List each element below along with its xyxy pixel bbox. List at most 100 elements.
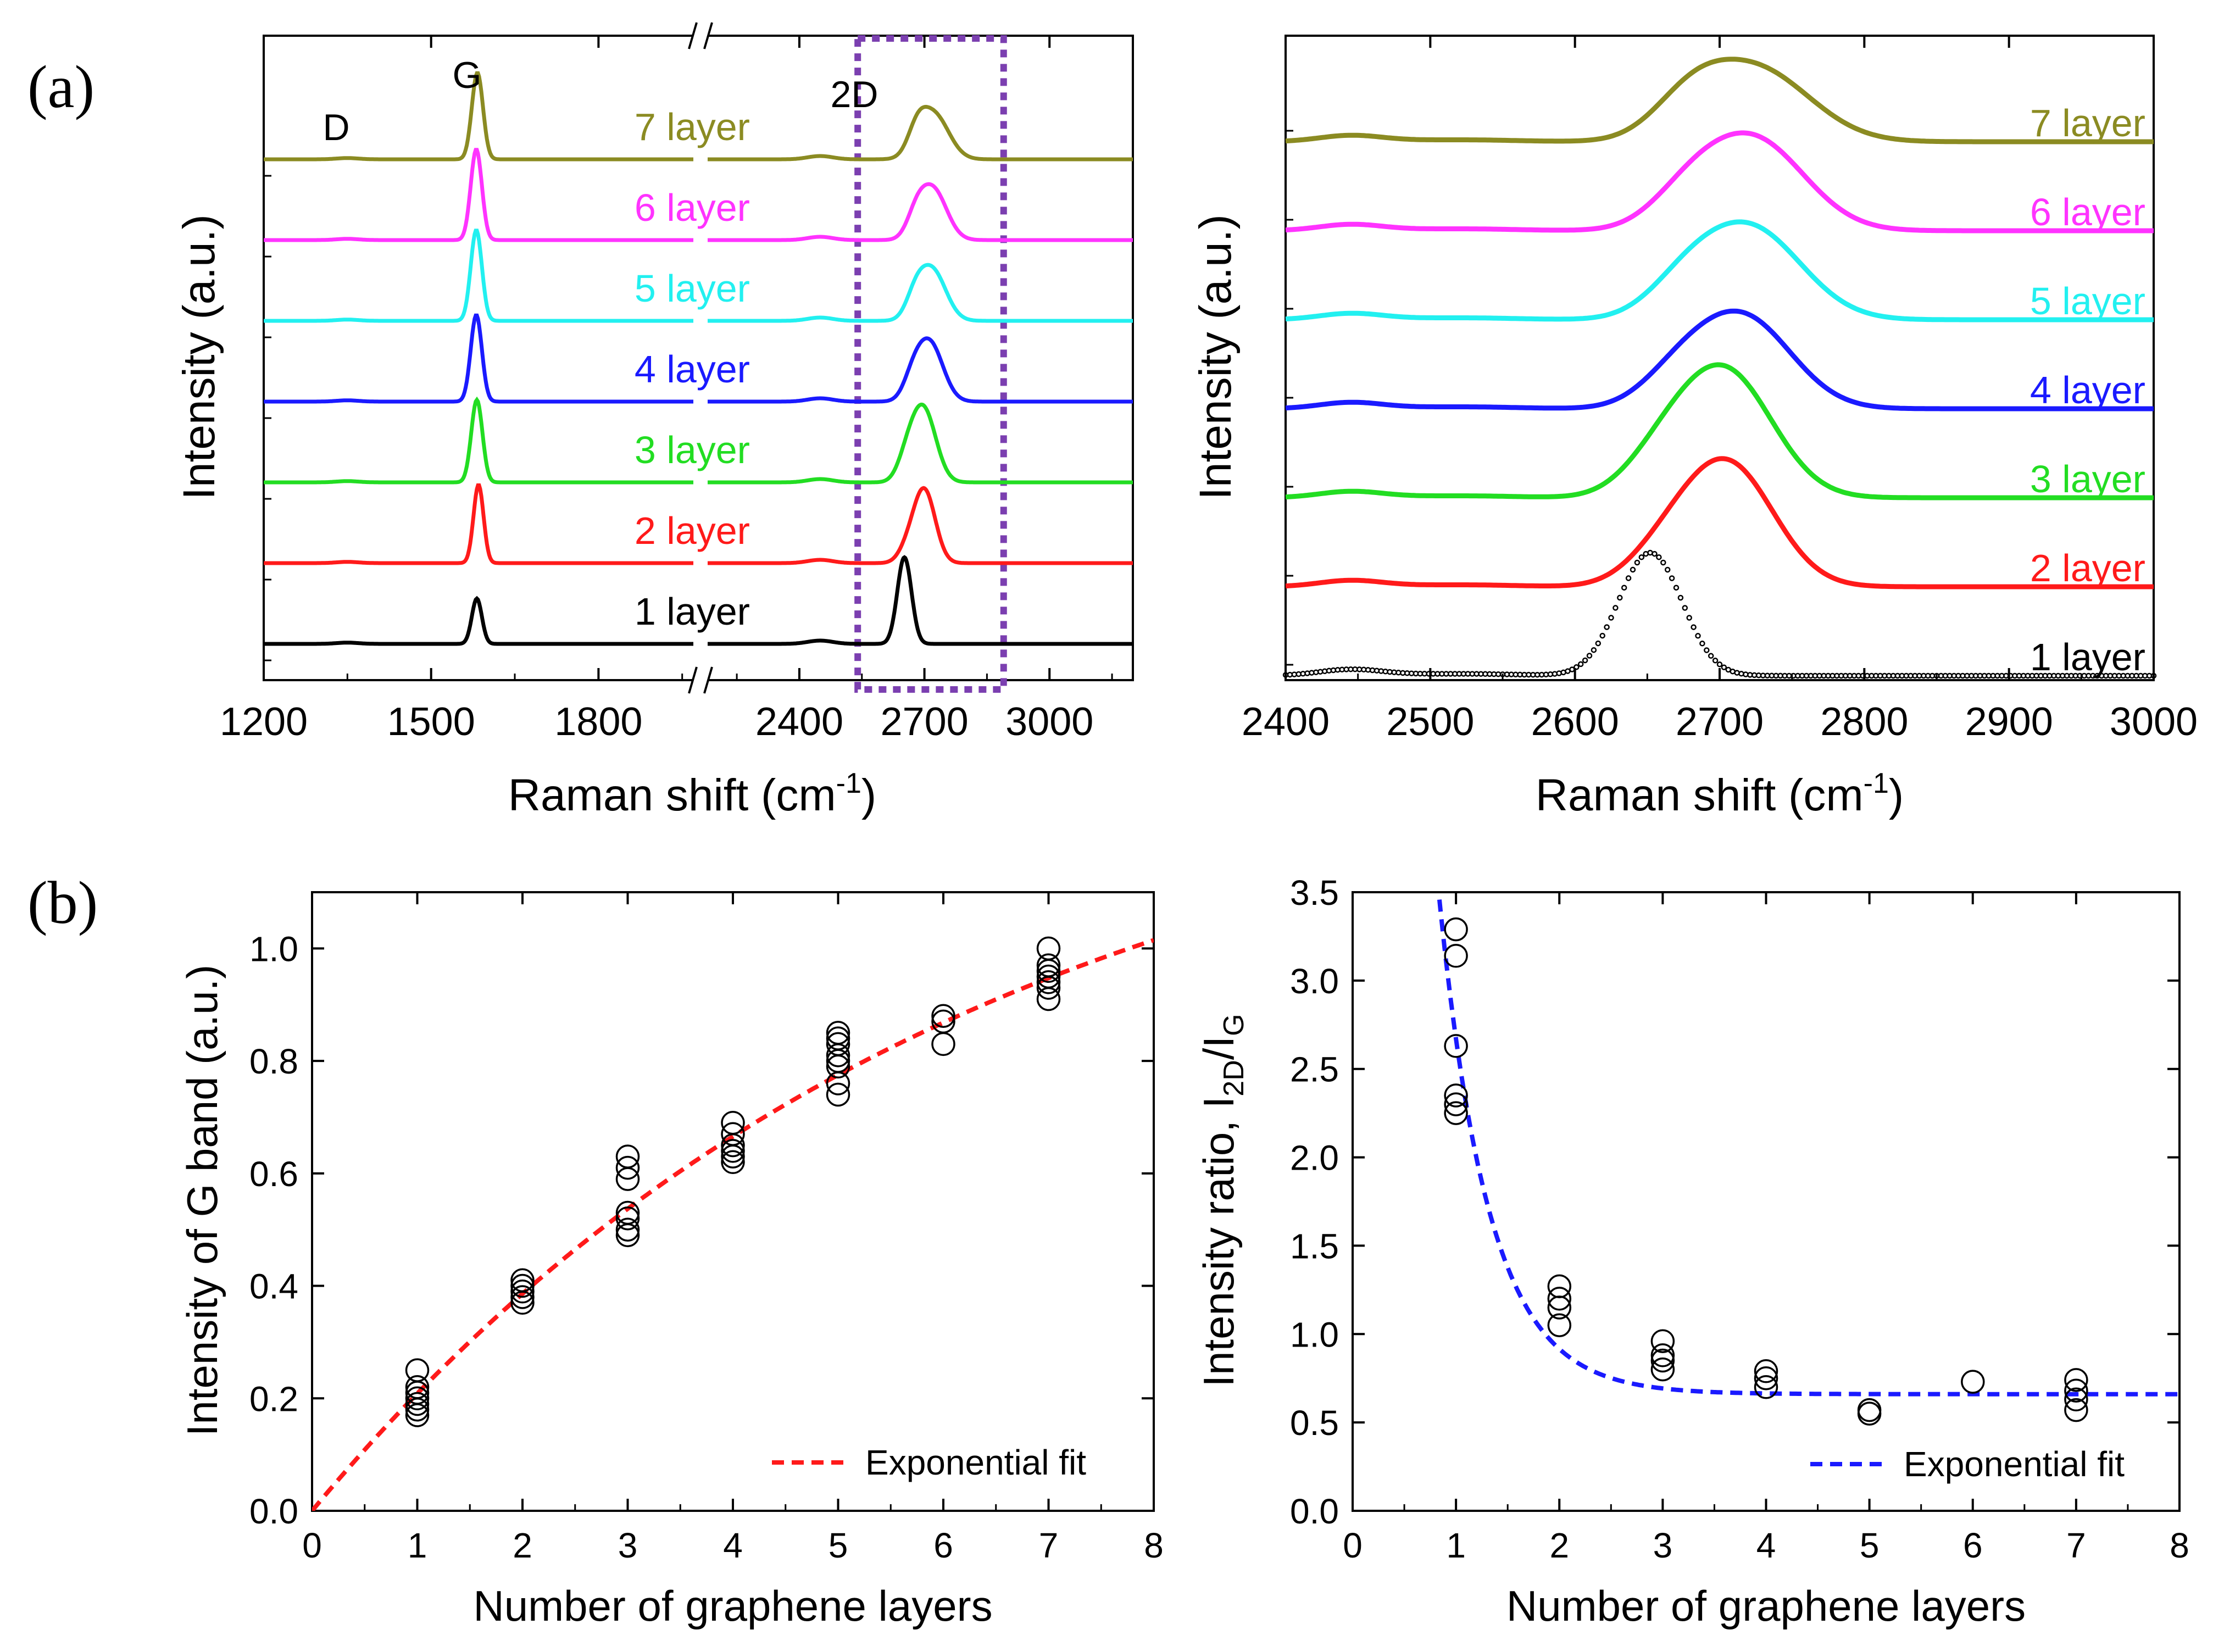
x-axis-label: Number of graphene layers [1506, 1582, 2026, 1630]
data-point [2064, 1387, 2088, 1412]
legend-label: Exponential fit [1904, 1444, 2125, 1484]
series-label-3-layer: 3 layer [2030, 458, 2145, 500]
data-point [1036, 936, 1061, 961]
data-point [931, 1009, 955, 1034]
spectrum-point-1-layer [1695, 633, 1701, 639]
spectrum-point-1-layer [1573, 664, 1580, 670]
data-point [1650, 1343, 1675, 1367]
data-point [1036, 970, 1061, 994]
data-point [826, 1082, 850, 1107]
y-tick-label: 2.5 [1290, 1050, 1339, 1089]
spectrum-line-2-layer [708, 486, 1133, 565]
peak-label-g: G [453, 54, 482, 96]
x-tick-label: 1200 [220, 700, 308, 744]
spectrum-line-3-layer [264, 396, 693, 485]
x-tick-label: 4 [723, 1526, 743, 1565]
spectrum-point-1-layer [1630, 566, 1636, 573]
data-point [2064, 1398, 2088, 1422]
break-slash [688, 22, 698, 49]
data-point [615, 1206, 640, 1231]
x-axis-label: Number of graphene layers [473, 1582, 992, 1630]
y-tick-label: 2.0 [1290, 1138, 1339, 1178]
y-tick-label: 3.5 [1290, 873, 1339, 913]
spectrum-line-5-layer [708, 263, 1133, 323]
spectrum-line-3-layer [708, 402, 1133, 485]
break-slash [703, 22, 713, 49]
x-tick-label: 2900 [1965, 700, 2053, 744]
x-tick-label: 4 [1756, 1526, 1776, 1565]
spectrum-point-1-layer [1699, 641, 1705, 647]
data-point [1547, 1274, 1572, 1299]
panel-b-right-intensity-ratio-plot: 0 1 2 3 4 5 6 7 8 0.0 0.5 1.0 1.5 2.0 2.5 3.0 3.5 Exponen… [1194, 873, 2189, 1630]
data-point [1650, 1348, 1675, 1373]
spectrum-line-7-layer [264, 71, 693, 162]
y-axis-label: Intensity (a.u.) [174, 214, 224, 500]
spectrum-point-1-layer [1621, 585, 1627, 591]
series-label-7-layer: 7 layer [2030, 102, 2145, 144]
x-tick-label: 7 [1039, 1526, 1059, 1565]
data-point [721, 1139, 745, 1163]
legend-label: Exponential fit [865, 1443, 1086, 1482]
data-point [1036, 953, 1061, 977]
data-point [826, 1026, 850, 1050]
spectrum-point-1-layer [1617, 594, 1623, 601]
x-tick-label: 1800 [554, 700, 642, 744]
series-label-6-layer: 6 layer [635, 186, 750, 229]
x-tick-label: 6 [933, 1526, 953, 1565]
data-point [1754, 1359, 1778, 1383]
x-tick-label: 1 [1446, 1526, 1466, 1565]
series-label-1-layer: 1 layer [2030, 636, 2145, 678]
data-point [1754, 1366, 1778, 1390]
spectrum-point-1-layer [1613, 605, 1619, 611]
spectrum-line-5-layer [264, 229, 693, 323]
x-tick-label: 0 [302, 1526, 322, 1565]
spectrum-point-1-layer [1656, 554, 1662, 560]
series-label-2-layer: 2 layer [2030, 547, 2145, 589]
spectrum-point-1-layer [1677, 594, 1684, 601]
y-tick-label: 1.0 [249, 929, 298, 969]
spectrum-point-1-layer [1704, 647, 1710, 653]
data-point [1754, 1375, 1778, 1399]
spectrum-point-1-layer [1673, 585, 1680, 591]
break-slash [703, 666, 713, 694]
x-tick-label: 3000 [1005, 700, 1093, 744]
panel-label-a: (a) [27, 53, 94, 120]
data-point [1444, 944, 1468, 968]
data-point [405, 1375, 430, 1399]
spectrum-point-1-layer [1625, 575, 1632, 581]
y-tick-label: 0.6 [249, 1154, 298, 1194]
spectrum-point-1-layer [1682, 605, 1688, 611]
spectrum-line-6-layer [708, 182, 1133, 242]
spectrum-point-1-layer [1660, 559, 1666, 566]
y-tick-label: 0.0 [1290, 1492, 1339, 1531]
data-point [1444, 917, 1468, 942]
data-point [405, 1358, 430, 1382]
data-point [931, 1032, 955, 1056]
data-point [826, 1049, 850, 1073]
data-point [1036, 964, 1061, 989]
spectrum-point-1-layer [1608, 615, 1614, 621]
panel-label-b: (b) [27, 869, 98, 936]
y-tick-label: 0.5 [1290, 1403, 1339, 1443]
y-axis-label: Intensity ratio, I2D/IG [1194, 1014, 1250, 1387]
series-label-6-layer: 6 layer [2030, 191, 2145, 233]
data-point [1444, 1092, 1468, 1116]
data-point [2064, 1368, 2088, 1392]
spectrum-line-4-layer [708, 336, 1133, 404]
data-point [1444, 1034, 1468, 1058]
spectrum-point-1-layer [1586, 653, 1593, 659]
data-point [1547, 1313, 1572, 1337]
spectrum-point-1-layer [1582, 657, 1588, 664]
panel-b-left-g-band-intensity-plot: 0 1 2 3 4 5 6 7 8 0.0 0.2 0.4 0.6 0.8 1.0 Exponential f… [178, 891, 1164, 1630]
axis-break-gap [693, 32, 708, 683]
data-point [1444, 1101, 1468, 1125]
y-tick-label: 3.0 [1290, 961, 1339, 1001]
x-tick-label: 2700 [881, 700, 969, 744]
spectrum-line-4-layer [264, 313, 693, 404]
spectrum-point-1-layer [1669, 575, 1675, 581]
x-tick-label: 2700 [1676, 700, 1764, 744]
panel-a-left-raman-spectra: 1200 1500 1800 2400 2700 3000 1 layer 2 layer 3 … [174, 22, 1134, 820]
spectrum-point-1-layer [1652, 550, 1658, 557]
x-tick-label: 7 [2066, 1526, 2086, 1565]
x-tick-label: 2 [513, 1526, 532, 1565]
